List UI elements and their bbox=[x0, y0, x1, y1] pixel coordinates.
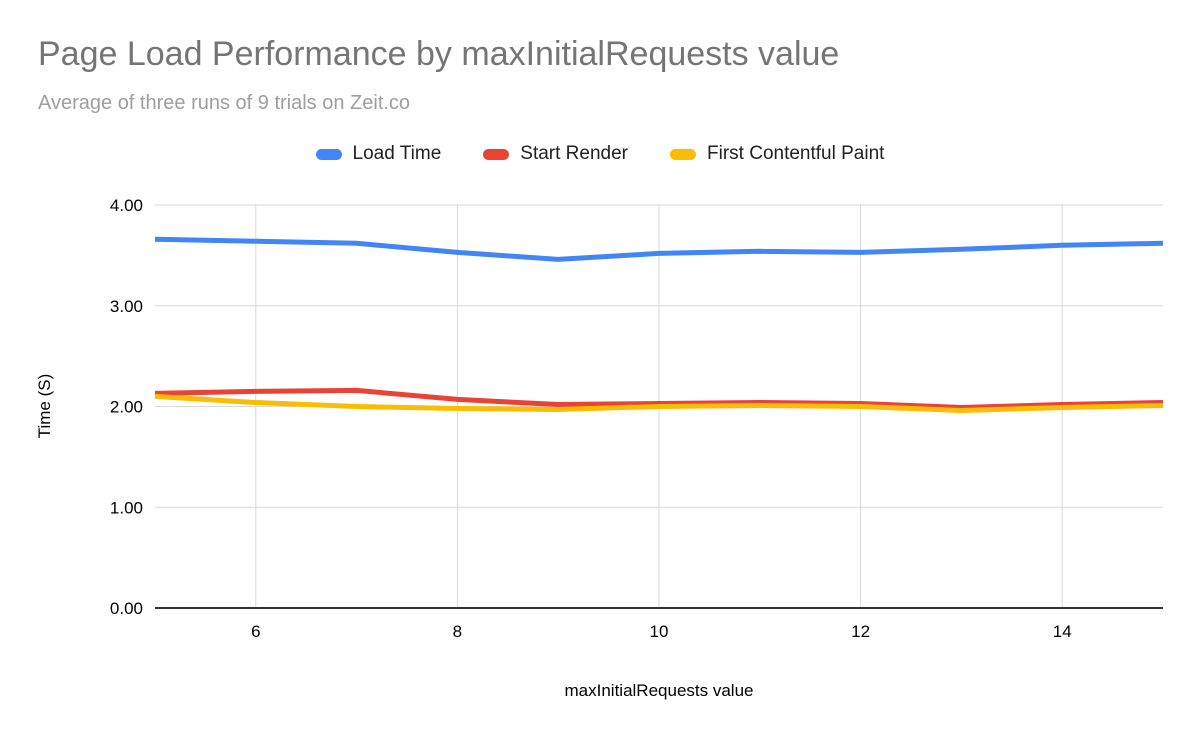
legend-swatch-icon bbox=[483, 148, 510, 160]
legend-swatch-icon bbox=[670, 148, 697, 160]
x-tick-label: 14 bbox=[1053, 622, 1072, 641]
legend-label: First Contentful Paint bbox=[707, 143, 885, 164]
y-tick-label: 4.00 bbox=[110, 196, 143, 215]
series-line-first-contentful-paint bbox=[154, 393, 1164, 413]
x-tick-label: 6 bbox=[251, 622, 260, 641]
y-tick-label: 0.00 bbox=[110, 599, 143, 618]
x-axis-title: maxInitialRequests value bbox=[564, 681, 754, 700]
legend-item-first-contentful-paint: First Contentful Paint bbox=[670, 143, 884, 165]
series-lines bbox=[154, 236, 1164, 413]
y-tick-label: 2.00 bbox=[110, 398, 143, 417]
series-line-load-time bbox=[154, 236, 1164, 262]
legend-item-start-render: Start Render bbox=[483, 143, 628, 165]
series-line-start-render bbox=[154, 387, 1164, 410]
legend: Load Time Start Render First Contentful Pa… bbox=[0, 143, 1200, 165]
legend-swatch-icon bbox=[315, 148, 342, 160]
legend-item-load-time: Load Time bbox=[315, 143, 442, 165]
tick-labels: 0.00 1.00 2.00 3.00 4.00 6 8 10 12 14 bbox=[110, 196, 1072, 641]
x-tick-label: 8 bbox=[453, 622, 462, 641]
chart-subtitle: Average of three runs of 9 trials on Zei… bbox=[38, 92, 411, 114]
x-tick-label: 12 bbox=[851, 622, 870, 641]
x-tick-label: 10 bbox=[650, 622, 669, 641]
y-tick-label: 3.00 bbox=[110, 297, 143, 316]
legend-label: Load Time bbox=[352, 143, 442, 164]
y-axis-title: Time (S) bbox=[35, 373, 54, 439]
legend-label: Start Render bbox=[520, 143, 629, 164]
y-tick-label: 1.00 bbox=[110, 498, 143, 517]
chart-title: Page Load Performance by maxInitialReque… bbox=[38, 35, 840, 73]
